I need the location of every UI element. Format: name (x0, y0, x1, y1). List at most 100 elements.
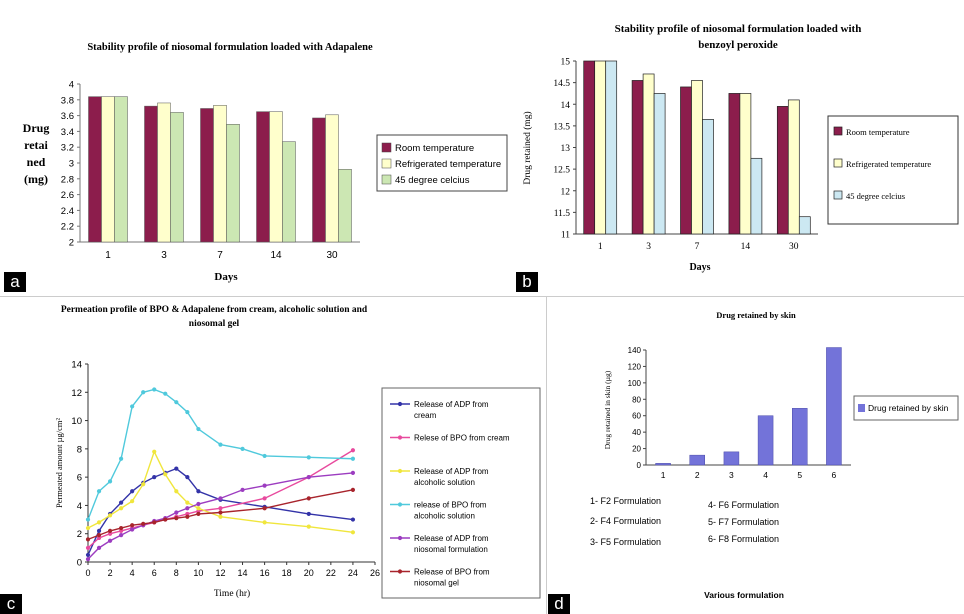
legend-marker (397, 502, 403, 507)
data-point (262, 506, 267, 511)
legend-marker (397, 401, 403, 407)
data-point (107, 513, 113, 518)
formulation-note: 3- F5 Formulation (590, 537, 661, 547)
bar (594, 60, 607, 235)
x-tick-label: 7 (695, 242, 700, 252)
x-tick-label: 30 (789, 242, 799, 252)
legend-label: alcoholic solution (414, 512, 475, 521)
x-tick-label: 20 (304, 568, 314, 578)
legend-label: Relese of BPO from cream (414, 434, 510, 443)
bar (101, 96, 115, 243)
legend-marker (397, 435, 403, 440)
data-point (262, 520, 267, 525)
data-point (141, 390, 146, 395)
panel-c: Permeation profile of BPO & Adapalene fr… (4, 298, 546, 610)
x-tick-label: 8 (174, 568, 179, 578)
data-point (96, 533, 102, 538)
panel-d: Drug retained by skin Drug retained in sk… (548, 298, 960, 610)
y-tick-label: 20 (632, 445, 641, 454)
data-point (218, 510, 223, 515)
legend-label: Release of ADP from (414, 400, 489, 409)
formulation-note: 6- F8 Formulation (708, 534, 779, 544)
bar (200, 108, 214, 243)
legend-label: cream (414, 411, 437, 420)
bar (170, 112, 184, 243)
y-tick-label: 3.2 (61, 143, 74, 154)
bar (702, 119, 714, 235)
data-point (174, 400, 179, 405)
y-tick-label: 3.4 (61, 127, 74, 138)
y-tick-label: 13 (561, 144, 571, 154)
series-line (87, 449, 354, 533)
x-tick-label: 1 (598, 242, 603, 252)
bar (325, 114, 339, 243)
bar (605, 60, 618, 235)
data-point (185, 409, 190, 415)
y-tick-label: 80 (632, 395, 641, 404)
data-point (350, 448, 356, 453)
data-point (196, 501, 201, 507)
chart-title: niosomal gel (189, 319, 240, 329)
data-point (174, 516, 179, 521)
legend-label: Refrigerated temperature (846, 159, 931, 169)
x-tick-label: 6 (152, 568, 157, 578)
data-point (85, 525, 91, 531)
bar (114, 96, 128, 243)
bar (226, 124, 240, 243)
data-point (218, 496, 223, 501)
x-tick-label: 3 (729, 470, 734, 480)
data-point (306, 524, 311, 529)
data-point (218, 506, 223, 511)
panel-label-d: d (548, 594, 570, 614)
y-tick-label: 100 (628, 379, 642, 388)
y-tick-label: 11.5 (554, 209, 571, 219)
divider-vertical (546, 297, 547, 614)
legend-swatch (381, 174, 392, 185)
data-point (119, 525, 124, 531)
bar (691, 80, 703, 235)
data-point (130, 404, 135, 409)
bar (338, 169, 352, 243)
chart-b: Stability profile of niosomal formulatio… (522, 23, 959, 273)
x-axis-label: Time (hr) (214, 588, 250, 599)
bar (642, 73, 655, 235)
data-point (85, 557, 91, 562)
data-point (141, 521, 146, 526)
y-tick-label: 3 (69, 159, 74, 170)
y-tick-label: 2.8 (61, 174, 74, 185)
chart-title: Drug retained by skin (716, 310, 796, 320)
data-point (163, 517, 168, 522)
data-point (218, 514, 223, 519)
x-tick-label: 14 (741, 242, 751, 252)
legend-box (381, 387, 541, 599)
data-point (262, 483, 267, 488)
bar (723, 451, 740, 466)
data-point (119, 506, 124, 511)
y-tick-label: 40 (632, 428, 641, 437)
x-tick-label: 18 (282, 568, 292, 578)
data-point (152, 475, 157, 480)
data-point (141, 482, 146, 487)
y-tick-label: 14 (561, 101, 571, 111)
bar (757, 415, 774, 466)
y-tick-label: 2.6 (61, 190, 74, 201)
data-point (185, 506, 190, 511)
data-point (130, 523, 135, 528)
y-tick-label: 2 (77, 529, 82, 540)
divider-horizontal (0, 296, 964, 297)
data-point (174, 466, 179, 471)
data-point (350, 517, 356, 522)
x-tick-label: 1 (105, 250, 111, 261)
legend-label: Release of ADP from (414, 467, 489, 476)
y-tick-label: 120 (628, 362, 642, 371)
data-point (350, 456, 356, 461)
chart-title: benzoyl peroxide (698, 39, 778, 51)
legend-swatch (381, 142, 392, 153)
data-point (85, 552, 91, 558)
data-point (185, 475, 190, 480)
bar (826, 347, 842, 466)
x-tick-label: 30 (326, 250, 338, 261)
series-line (87, 388, 353, 520)
legend-marker (397, 569, 403, 574)
y-tick-label: 12 (71, 388, 82, 399)
